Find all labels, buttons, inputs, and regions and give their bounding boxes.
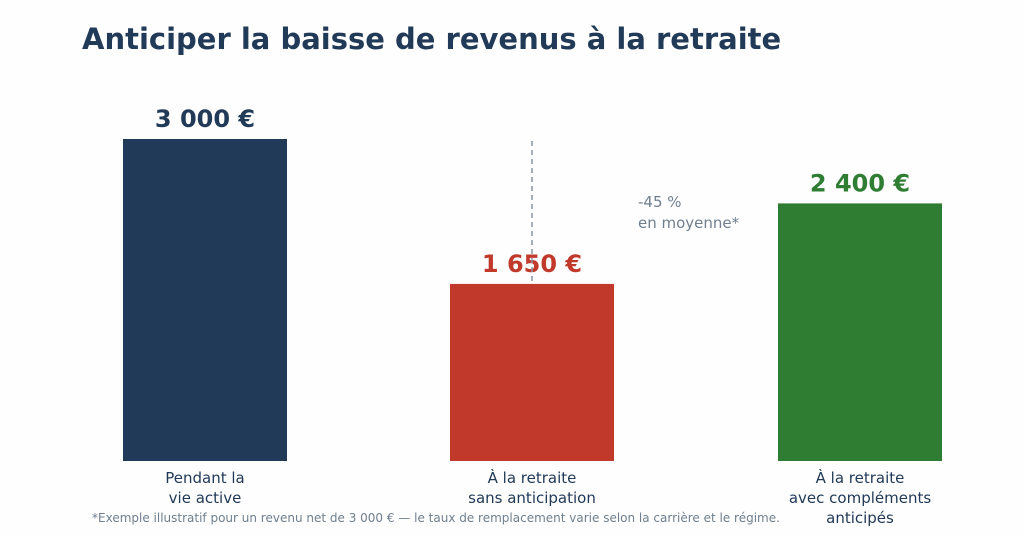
category-label-vie-active-line-2: vie active	[169, 489, 242, 507]
category-label-vie-active-line-1: Pendant la	[165, 469, 244, 487]
category-label-avec-complements-line-3: anticipés	[826, 509, 894, 527]
category-label-avec-complements-line-2: avec compléments	[789, 489, 931, 507]
value-label-avec-complements: 2 400 €	[810, 169, 910, 197]
category-label-sans-anticipation-line-1: À la retraite	[488, 468, 577, 487]
bar-vie-active	[123, 139, 287, 461]
bar-sans-anticipation	[450, 283, 614, 461]
footnote: *Exemple illustratif pour un revenu net …	[92, 511, 780, 525]
category-label-avec-complements-line-1: À la retraite	[816, 468, 905, 487]
drop-annotation-percent: -45 %	[638, 193, 682, 211]
bar-avec-complements	[778, 203, 942, 461]
chart-title: Anticiper la baisse de revenus à la retr…	[82, 22, 782, 56]
category-label-sans-anticipation-line-2: sans anticipation	[468, 489, 596, 507]
value-label-sans-anticipation: 1 650 €	[482, 250, 582, 278]
value-label-vie-active: 3 000 €	[155, 105, 255, 133]
drop-annotation-note: en moyenne*	[638, 214, 740, 232]
